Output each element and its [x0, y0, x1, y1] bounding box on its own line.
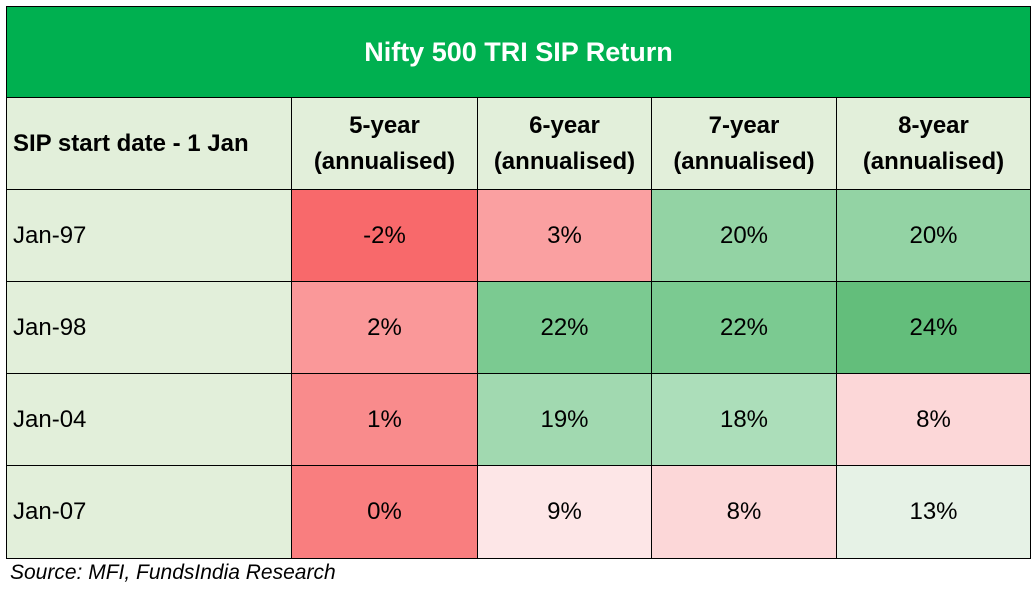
source-note: Source: MFI, FundsIndia Research — [10, 561, 336, 584]
column-header-line: 7-year — [708, 111, 780, 139]
row-label: Jan-04 — [6, 373, 292, 466]
column-header-line: (annualised) — [862, 147, 1005, 175]
value-cell: 18% — [651, 373, 837, 466]
value-cell: 22% — [651, 281, 837, 374]
value-cell: 13% — [836, 465, 1031, 559]
value-cell: 9% — [477, 465, 652, 559]
column-header-line: 5-year — [349, 111, 420, 139]
value-cell: 3% — [477, 189, 652, 282]
value-cell: 22% — [477, 281, 652, 374]
column-header: 5-year (annualised) — [291, 97, 478, 190]
row-label: Jan-07 — [6, 465, 292, 559]
value-cell: 0% — [291, 465, 478, 559]
value-cell: -2% — [291, 189, 478, 282]
column-header-line: (annualised) — [673, 147, 815, 175]
row-header-label: SIP start date - 1 Jan — [6, 97, 292, 190]
row-label: Jan-97 — [6, 189, 292, 282]
column-header-line: 6-year — [529, 111, 600, 139]
column-header-line: (annualised) — [313, 147, 456, 175]
sip-return-table: Nifty 500 TRI SIP Return SIP start date -… — [6, 6, 1031, 559]
value-cell: 20% — [651, 189, 837, 282]
value-cell: 1% — [291, 373, 478, 466]
column-header: 7-year (annualised) — [651, 97, 837, 190]
column-header-line: (annualised) — [493, 147, 636, 175]
value-cell: 2% — [291, 281, 478, 374]
value-cell: 24% — [836, 281, 1031, 374]
column-header: 6-year (annualised) — [477, 97, 652, 190]
column-header: 8-year (annualised) — [836, 97, 1031, 190]
column-header-line: 8-year — [898, 111, 969, 139]
table-title: Nifty 500 TRI SIP Return — [6, 6, 1031, 98]
value-cell: 8% — [651, 465, 837, 559]
value-cell: 19% — [477, 373, 652, 466]
row-label: Jan-98 — [6, 281, 292, 374]
value-cell: 8% — [836, 373, 1031, 466]
value-cell: 20% — [836, 189, 1031, 282]
